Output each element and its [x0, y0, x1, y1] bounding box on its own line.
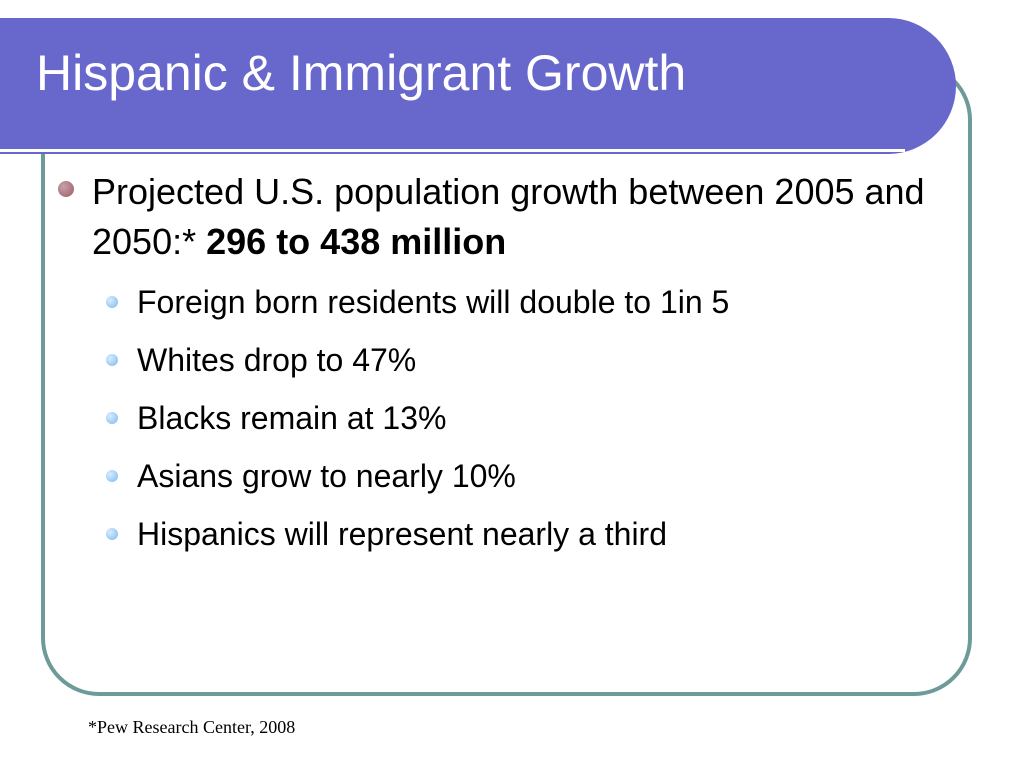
- sub-bullet-icon: [106, 412, 118, 424]
- content-frame: [41, 62, 972, 696]
- main-bullet-label: Projected U.S. population growth between…: [92, 171, 925, 262]
- sub-bullet-icon: [106, 296, 118, 308]
- sub-bullet-text: Asians grow to nearly 10%: [137, 458, 516, 494]
- main-bullet-text: Projected U.S. population growth between…: [92, 167, 948, 267]
- sub-bullet-text: Whites drop to 47%: [137, 342, 417, 378]
- main-bullet: Projected U.S. population growth between…: [58, 167, 948, 267]
- slide-title: Hispanic & Immigrant Growth: [36, 45, 687, 101]
- footnote: *Pew Research Center, 2008: [88, 717, 296, 737]
- sub-bullet-icon: [106, 528, 118, 540]
- title-divider: [0, 149, 905, 152]
- sub-bullet-text: Hispanics will represent nearly a third: [137, 516, 667, 552]
- sub-bullet-icon: [106, 354, 118, 366]
- title-bar: [0, 18, 956, 154]
- sub-bullet-text: Blacks remain at 13%: [137, 400, 447, 436]
- sub-bullet-icon: [106, 470, 118, 482]
- main-bullet-emphasis: 296 to 438 million: [206, 221, 507, 262]
- sub-bullet-text: Foreign born residents will double to 1i…: [137, 284, 730, 320]
- main-bullet-icon: [58, 181, 74, 197]
